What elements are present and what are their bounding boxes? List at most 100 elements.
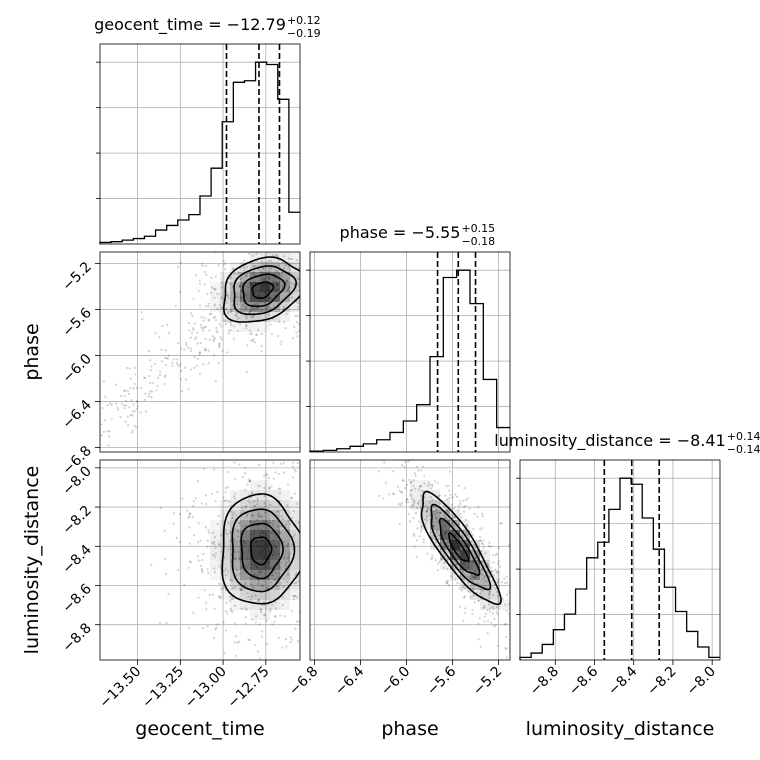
sample-point xyxy=(336,587,338,589)
sample-point xyxy=(263,495,266,498)
sample-point xyxy=(477,638,480,641)
density-cell xyxy=(420,510,430,520)
density-cell xyxy=(230,312,240,322)
sample-point xyxy=(161,324,164,328)
sample-point xyxy=(492,594,495,597)
sample-point xyxy=(532,610,534,612)
sample-point xyxy=(107,444,110,447)
sample-point xyxy=(269,259,272,262)
sample-point xyxy=(452,517,455,520)
sample-point xyxy=(260,610,263,614)
density-cell xyxy=(240,560,250,570)
sample-point xyxy=(110,418,113,421)
sample-point xyxy=(203,326,206,329)
sample-point xyxy=(269,607,272,611)
sample-point xyxy=(234,585,237,588)
sample-point xyxy=(446,567,449,571)
sample-point xyxy=(295,620,299,623)
sample-point xyxy=(196,342,199,345)
sample-point xyxy=(462,619,465,622)
sample-point xyxy=(251,254,254,257)
sample-point xyxy=(198,351,201,354)
sample-point xyxy=(415,555,418,558)
sample-point xyxy=(235,635,238,638)
sample-point xyxy=(164,557,167,560)
sample-point xyxy=(203,589,206,592)
sample-point xyxy=(259,657,262,660)
sample-point xyxy=(184,366,187,369)
sample-point xyxy=(427,455,429,457)
sample-point xyxy=(204,233,206,235)
sample-point xyxy=(477,599,480,602)
sample-point xyxy=(429,496,432,499)
density-cell xyxy=(250,262,260,272)
sample-point xyxy=(226,310,230,314)
sample-point xyxy=(505,656,509,659)
sample-point xyxy=(189,368,192,371)
hist-bars xyxy=(309,269,510,452)
sample-point xyxy=(279,582,282,585)
sample-point xyxy=(276,240,278,242)
sample-point xyxy=(443,562,446,565)
sample-point xyxy=(172,358,176,361)
sample-point xyxy=(89,436,91,438)
sample-point xyxy=(335,505,337,507)
sample-point xyxy=(238,322,242,325)
sample-point xyxy=(123,395,126,398)
sample-point xyxy=(303,436,305,438)
sample-point xyxy=(224,322,227,325)
sample-point xyxy=(179,362,182,366)
sample-point xyxy=(207,349,210,352)
sample-point xyxy=(142,376,146,379)
sample-point xyxy=(207,318,210,321)
sample-point xyxy=(263,486,266,489)
sample-point xyxy=(302,272,304,274)
sample-point xyxy=(133,366,136,369)
density-cell xyxy=(420,480,430,490)
sample-point xyxy=(447,544,450,548)
grid-lines xyxy=(310,252,510,452)
sample-point xyxy=(234,528,237,531)
sample-point xyxy=(224,491,227,494)
sample-point xyxy=(206,293,209,296)
density-cell xyxy=(240,590,250,600)
sample-point xyxy=(253,504,256,508)
sample-point xyxy=(195,364,198,367)
density-cell xyxy=(230,540,240,550)
sample-point xyxy=(526,616,528,618)
sample-point xyxy=(492,553,495,556)
sample-point xyxy=(335,559,337,561)
sample-point xyxy=(520,637,522,639)
density-cell xyxy=(210,302,220,312)
sample-point xyxy=(315,276,317,278)
sample-point xyxy=(188,560,191,563)
sample-point xyxy=(227,332,230,335)
sample-point xyxy=(132,387,135,390)
density-cell xyxy=(260,510,270,520)
sample-point xyxy=(483,615,486,618)
sample-point xyxy=(246,513,249,516)
sample-point xyxy=(294,595,297,598)
sample-point xyxy=(233,604,236,608)
sample-point xyxy=(164,374,167,377)
sample-point xyxy=(459,605,462,608)
sample-point xyxy=(419,469,422,472)
sample-point xyxy=(446,509,449,512)
sample-point xyxy=(419,447,421,449)
sample-point xyxy=(339,577,341,579)
sample-point xyxy=(282,462,285,465)
sample-point xyxy=(228,595,232,598)
sample-point xyxy=(467,589,470,593)
sample-point xyxy=(244,307,247,310)
density-cell xyxy=(280,530,290,540)
sample-point xyxy=(171,361,174,364)
sample-point xyxy=(531,595,533,597)
sample-point xyxy=(306,296,308,298)
sample-point xyxy=(232,538,236,541)
density-cell xyxy=(250,530,260,540)
sample-point xyxy=(263,474,266,477)
sample-point xyxy=(415,465,418,468)
sample-point xyxy=(226,612,229,615)
sample-point xyxy=(424,505,427,508)
sample-point xyxy=(422,541,425,544)
